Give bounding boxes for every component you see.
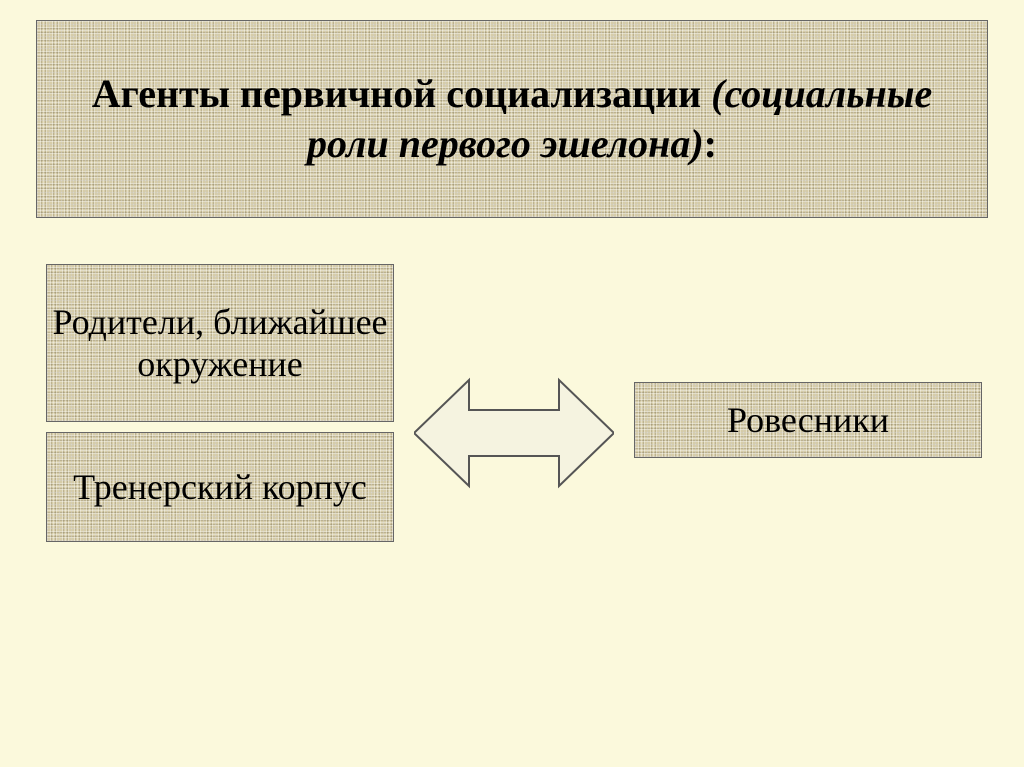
double-arrow-icon (414, 368, 614, 498)
box-trainers: Тренерский корпус (46, 432, 394, 542)
title-text: Агенты первичной социализации (социальны… (67, 69, 957, 169)
box-parents: Родители, ближайшее окружение (46, 264, 394, 422)
title-box: Агенты первичной социализации (социальны… (36, 20, 988, 218)
slide: Агенты первичной социализации (социальны… (0, 0, 1024, 767)
box-peers: Ровесники (634, 382, 982, 458)
title-trailing: : (704, 121, 717, 166)
box-peers-text: Ровесники (727, 399, 889, 441)
title-line-1: Агенты первичной социализации (92, 71, 701, 116)
box-parents-text: Родители, ближайшее окружение (47, 301, 393, 385)
box-trainers-text: Тренерский корпус (73, 466, 367, 508)
